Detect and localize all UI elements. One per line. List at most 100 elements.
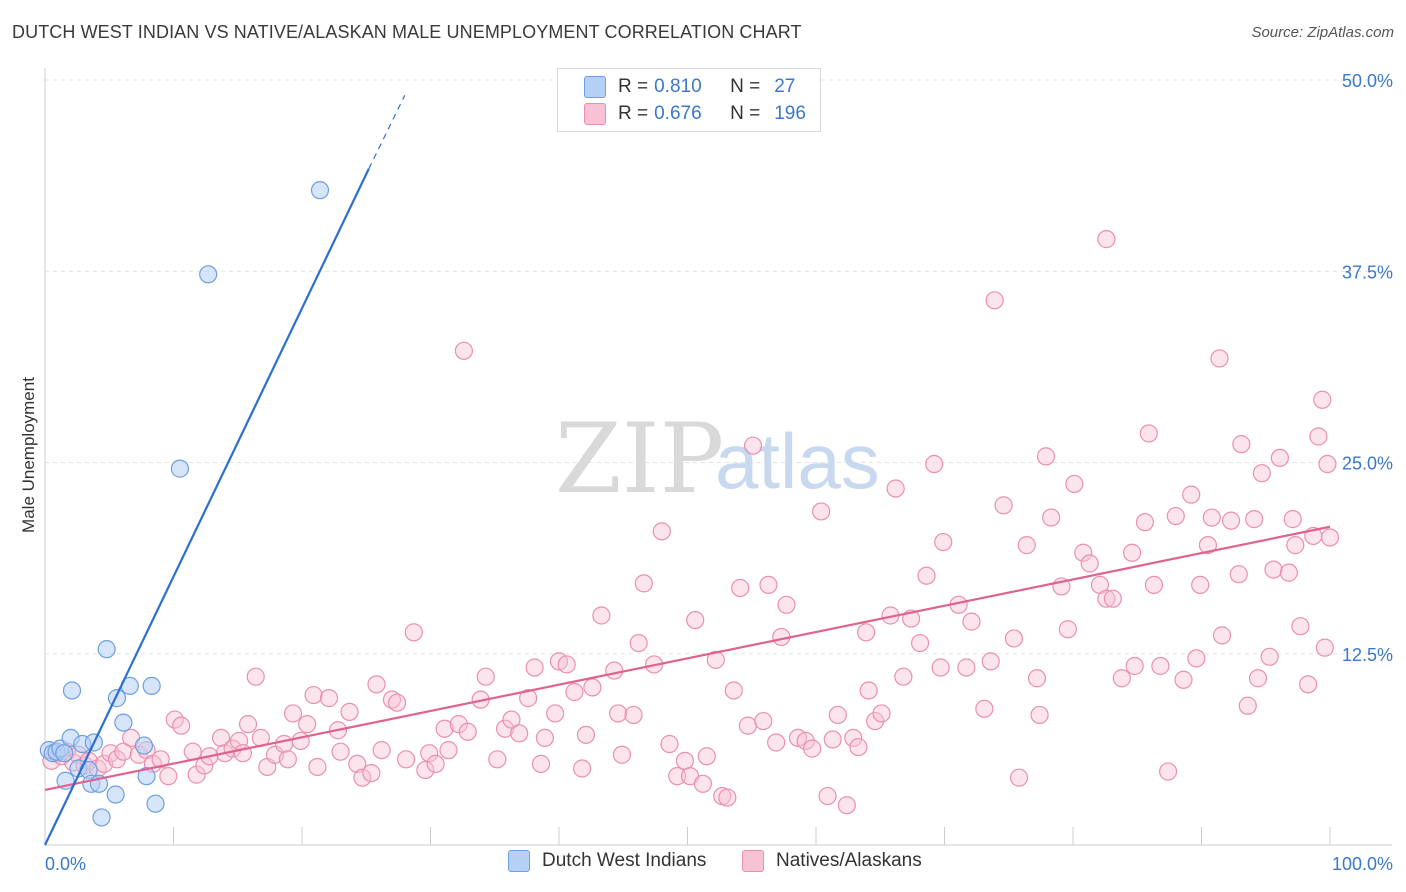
natives-alaskans-point bbox=[718, 788, 737, 807]
natives-alaskans-point bbox=[1238, 696, 1257, 715]
natives-alaskans-point bbox=[151, 750, 170, 769]
natives-alaskans-point bbox=[812, 502, 831, 521]
natives-alaskans-point bbox=[1103, 589, 1122, 608]
natives-alaskans-point bbox=[1252, 464, 1271, 483]
natives-alaskans-point bbox=[340, 702, 359, 721]
natives-alaskans-point bbox=[495, 719, 515, 738]
natives-alaskans-point bbox=[1036, 447, 1056, 466]
natives-alaskans-point bbox=[1270, 448, 1289, 468]
dutch-west-indians-trend-line bbox=[44, 168, 370, 846]
natives-alaskans-point bbox=[697, 747, 716, 766]
natives-alaskans-point bbox=[1125, 656, 1144, 676]
natives-alaskans-point bbox=[416, 760, 435, 780]
natives-alaskans-point bbox=[426, 754, 445, 774]
natives-alaskans-point bbox=[859, 681, 878, 700]
legend-n-value: 196 bbox=[774, 103, 806, 124]
natives-alaskans-points bbox=[42, 230, 1340, 815]
natives-alaskans-point bbox=[1058, 620, 1077, 639]
natives-alaskans-point bbox=[1042, 508, 1061, 527]
dutch-west-indians-point bbox=[142, 676, 161, 695]
natives-alaskans-point bbox=[668, 767, 687, 786]
natives-alaskans-point bbox=[172, 716, 191, 735]
natives-alaskans-point bbox=[910, 633, 930, 653]
natives-alaskans-point bbox=[1264, 560, 1283, 579]
natives-alaskans-point bbox=[675, 751, 695, 770]
natives-alaskans-point bbox=[894, 667, 913, 686]
legend-n-value: 27 bbox=[774, 76, 796, 97]
natives-alaskans-point bbox=[731, 578, 750, 598]
y-tick-label: 50.0% bbox=[1342, 71, 1393, 91]
natives-alaskans-point bbox=[1004, 629, 1023, 648]
series-legend: Dutch West Indians Natives/Alaskans bbox=[0, 850, 1406, 878]
series-label: Dutch West Indians bbox=[542, 850, 707, 871]
natives-alaskans-point bbox=[291, 731, 310, 751]
natives-alaskans-point bbox=[187, 765, 206, 784]
natives-alaskans-point bbox=[576, 725, 596, 744]
natives-alaskans-point bbox=[1166, 506, 1185, 526]
legend-r-label: R = bbox=[618, 103, 649, 124]
natives-alaskans-trend-line bbox=[44, 525, 1331, 791]
natives-alaskans-point bbox=[319, 689, 339, 708]
natives-alaskans-point bbox=[823, 730, 842, 749]
natives-alaskans-point bbox=[706, 650, 725, 669]
natives-alaskans-point bbox=[743, 436, 763, 455]
dutch-west-indians-point bbox=[62, 681, 82, 700]
natives-alaskans-point bbox=[283, 704, 303, 723]
dutch-west-indians-point bbox=[170, 459, 190, 478]
trend-lines bbox=[44, 95, 1331, 846]
chart-title: DUTCH WEST INDIAN VS NATIVE/ALASKAN MALE… bbox=[12, 22, 802, 42]
natives-alaskans-point bbox=[1212, 626, 1232, 645]
natives-alaskans-point bbox=[404, 623, 423, 642]
natives-alaskans-point bbox=[844, 728, 863, 748]
y-tick-label: 12.5% bbox=[1342, 645, 1393, 665]
natives-alaskans-point bbox=[872, 704, 891, 723]
natives-alaskans-point bbox=[1097, 589, 1116, 608]
legend-row-natives-alaskans: R = 0.676 N = 196 bbox=[584, 102, 806, 126]
natives-alaskans-point bbox=[738, 716, 757, 735]
natives-alaskans-point bbox=[767, 733, 786, 752]
natives-alaskans-point bbox=[652, 522, 671, 541]
natives-alaskans-point bbox=[298, 715, 317, 734]
natives-alaskans-point bbox=[1123, 543, 1142, 562]
natives-alaskans-point bbox=[1017, 536, 1036, 555]
natives-alaskans-point bbox=[531, 754, 551, 774]
natives-alaskans-point bbox=[387, 693, 407, 712]
natives-alaskans-point bbox=[1097, 230, 1116, 249]
natives-alaskans-point bbox=[331, 742, 350, 761]
natives-alaskans-point bbox=[1191, 575, 1210, 595]
natives-alaskans-point bbox=[1080, 554, 1099, 573]
dutch-west-indians-point bbox=[55, 744, 74, 763]
natives-alaskans-point bbox=[304, 685, 323, 705]
natives-alaskans-point bbox=[962, 612, 981, 631]
natives-alaskans-point bbox=[348, 754, 367, 774]
natives-alaskans-point bbox=[372, 741, 391, 760]
natives-alaskans-point bbox=[1221, 511, 1241, 530]
natives-alaskans-point bbox=[917, 566, 936, 585]
natives-alaskans-point bbox=[1182, 485, 1201, 504]
natives-alaskans-point bbox=[1139, 424, 1158, 443]
natives-alaskans-point bbox=[308, 757, 327, 777]
natives-alaskans-point bbox=[382, 690, 402, 709]
natives-alaskans-point bbox=[510, 724, 529, 743]
legend-r-value: 0.810 bbox=[654, 76, 702, 97]
series-legend-dutch-west-indians: Dutch West Indians bbox=[508, 850, 706, 872]
natives-alaskans-point bbox=[934, 532, 953, 552]
natives-alaskans-point bbox=[1202, 508, 1221, 527]
natives-alaskans-point bbox=[362, 763, 381, 783]
natives-alaskans-point bbox=[1315, 638, 1334, 657]
natives-alaskans-point bbox=[849, 737, 868, 757]
natives-alaskans-point bbox=[1009, 768, 1029, 787]
legend-r-value: 0.676 bbox=[654, 103, 702, 124]
dutch-west-indians-point bbox=[137, 767, 156, 786]
natives-alaskans-point bbox=[634, 574, 653, 593]
natives-alaskans-point bbox=[777, 595, 796, 614]
natives-alaskans-point bbox=[1309, 427, 1328, 446]
natives-alaskans-point bbox=[724, 681, 743, 700]
series-swatch-blue bbox=[508, 850, 530, 872]
natives-alaskans-point bbox=[828, 705, 847, 725]
dutch-west-indians-point bbox=[106, 785, 125, 804]
natives-alaskans-point bbox=[367, 675, 386, 694]
tick-labels: 12.5% 25.0% 37.5% 50.0% 0.0% 100.0% bbox=[45, 71, 1393, 874]
natives-alaskans-point bbox=[693, 774, 713, 793]
natives-alaskans-point bbox=[565, 682, 584, 702]
